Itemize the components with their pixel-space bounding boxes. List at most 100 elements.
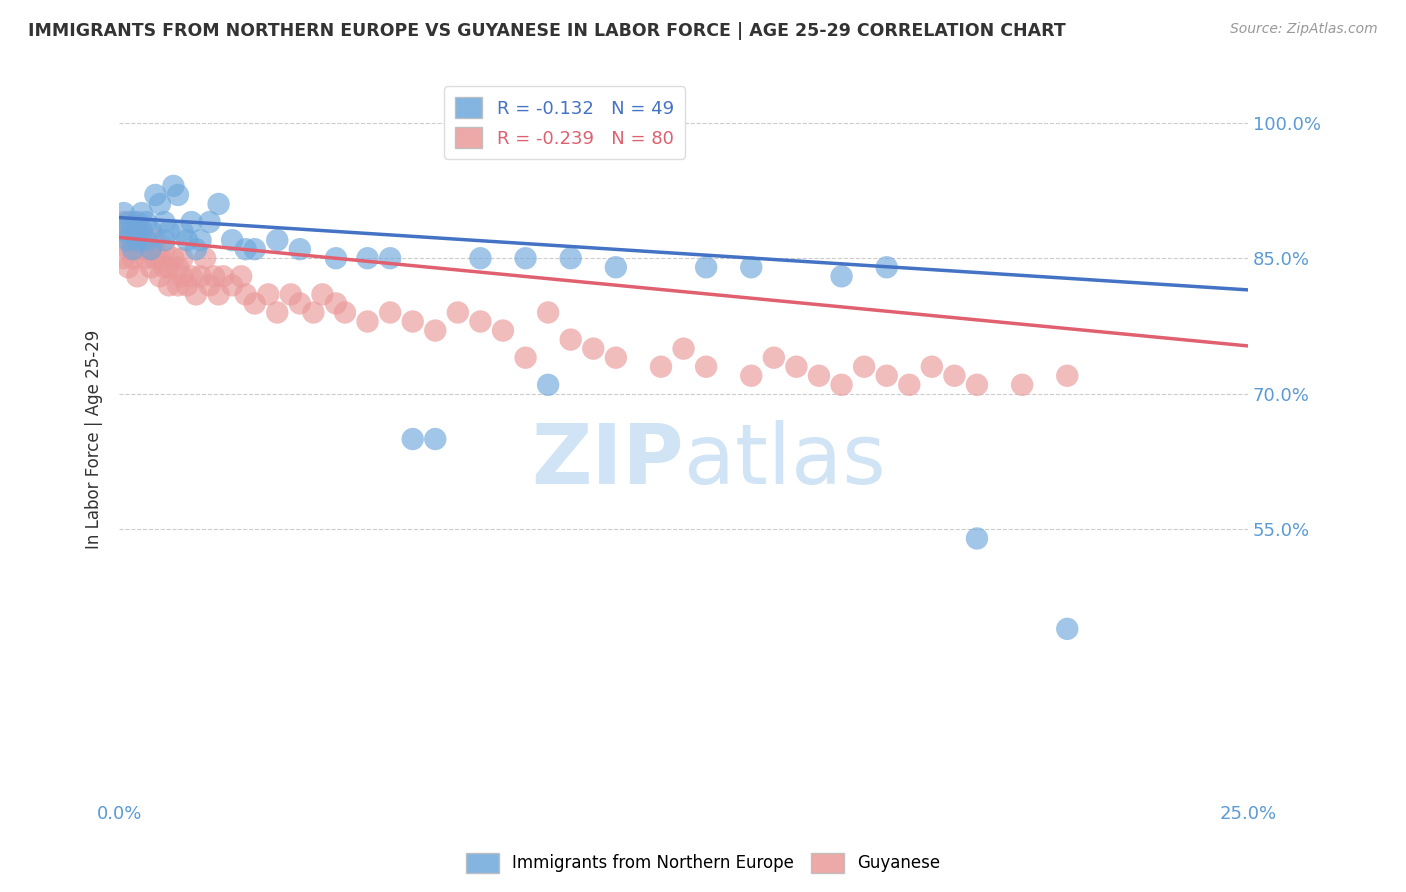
Point xyxy=(221,233,243,247)
Point xyxy=(112,252,135,266)
Point xyxy=(876,368,898,383)
Point xyxy=(112,224,135,238)
Point xyxy=(139,242,162,256)
Point xyxy=(121,215,143,229)
Point xyxy=(202,269,225,284)
Point xyxy=(162,252,184,266)
Point xyxy=(145,252,167,266)
Point xyxy=(1056,368,1078,383)
Point xyxy=(117,224,139,238)
Y-axis label: In Labor Force | Age 25-29: In Labor Force | Age 25-29 xyxy=(86,329,103,549)
Point xyxy=(1056,622,1078,636)
Point xyxy=(515,351,537,365)
Point xyxy=(243,242,266,256)
Point xyxy=(153,260,176,275)
Point xyxy=(605,260,627,275)
Point xyxy=(149,269,172,284)
Point xyxy=(157,260,180,275)
Point xyxy=(582,342,605,356)
Point xyxy=(425,324,447,338)
Point xyxy=(117,260,139,275)
Point xyxy=(139,260,162,275)
Point xyxy=(280,287,302,301)
Point xyxy=(605,351,627,365)
Point xyxy=(243,296,266,310)
Point xyxy=(492,324,515,338)
Point xyxy=(135,233,157,247)
Point xyxy=(153,233,176,247)
Text: IMMIGRANTS FROM NORTHERN EUROPE VS GUYANESE IN LABOR FORCE | AGE 25-29 CORRELATI: IMMIGRANTS FROM NORTHERN EUROPE VS GUYAN… xyxy=(28,22,1066,40)
Point xyxy=(672,342,695,356)
Point xyxy=(356,252,378,266)
Point xyxy=(425,432,447,446)
Point xyxy=(266,305,288,319)
Point xyxy=(325,296,347,310)
Point xyxy=(378,252,401,266)
Point xyxy=(235,242,257,256)
Point xyxy=(198,215,221,229)
Point xyxy=(162,178,184,193)
Point xyxy=(288,296,311,310)
Point xyxy=(131,206,153,220)
Point xyxy=(831,269,853,284)
Point xyxy=(194,252,217,266)
Point xyxy=(402,314,425,328)
Point xyxy=(153,215,176,229)
Point xyxy=(695,260,717,275)
Point xyxy=(537,305,560,319)
Point xyxy=(212,269,235,284)
Point xyxy=(167,188,190,202)
Point xyxy=(157,224,180,238)
Point xyxy=(131,224,153,238)
Point xyxy=(167,260,190,275)
Point xyxy=(740,368,762,383)
Point xyxy=(135,215,157,229)
Point xyxy=(112,233,135,247)
Point xyxy=(266,233,288,247)
Point xyxy=(117,242,139,256)
Legend: Immigrants from Northern Europe, Guyanese: Immigrants from Northern Europe, Guyanes… xyxy=(458,847,948,880)
Point xyxy=(695,359,717,374)
Point xyxy=(560,333,582,347)
Point xyxy=(112,206,135,220)
Point xyxy=(180,269,202,284)
Point xyxy=(190,269,212,284)
Point xyxy=(135,233,157,247)
Point xyxy=(207,197,229,211)
Point xyxy=(190,233,212,247)
Point xyxy=(198,278,221,293)
Text: Source: ZipAtlas.com: Source: ZipAtlas.com xyxy=(1230,22,1378,37)
Point xyxy=(302,305,325,319)
Point xyxy=(311,287,333,301)
Point xyxy=(257,287,280,301)
Point xyxy=(121,242,143,256)
Point xyxy=(121,224,143,238)
Point xyxy=(807,368,830,383)
Point xyxy=(131,224,153,238)
Point xyxy=(1011,377,1033,392)
Point xyxy=(121,252,143,266)
Point xyxy=(127,233,149,247)
Point xyxy=(117,215,139,229)
Point xyxy=(157,278,180,293)
Point xyxy=(112,215,135,229)
Text: ZIP: ZIP xyxy=(531,420,683,501)
Point xyxy=(153,242,176,256)
Point xyxy=(127,269,149,284)
Point xyxy=(117,233,139,247)
Point xyxy=(180,215,202,229)
Point xyxy=(515,252,537,266)
Point xyxy=(470,314,492,328)
Point xyxy=(127,215,149,229)
Point xyxy=(172,269,194,284)
Point xyxy=(149,252,172,266)
Text: atlas: atlas xyxy=(683,420,886,501)
Point xyxy=(149,197,172,211)
Point xyxy=(176,278,198,293)
Point xyxy=(172,252,194,266)
Point xyxy=(785,359,807,374)
Point xyxy=(145,233,167,247)
Point xyxy=(740,260,762,275)
Point xyxy=(231,269,253,284)
Point xyxy=(131,242,153,256)
